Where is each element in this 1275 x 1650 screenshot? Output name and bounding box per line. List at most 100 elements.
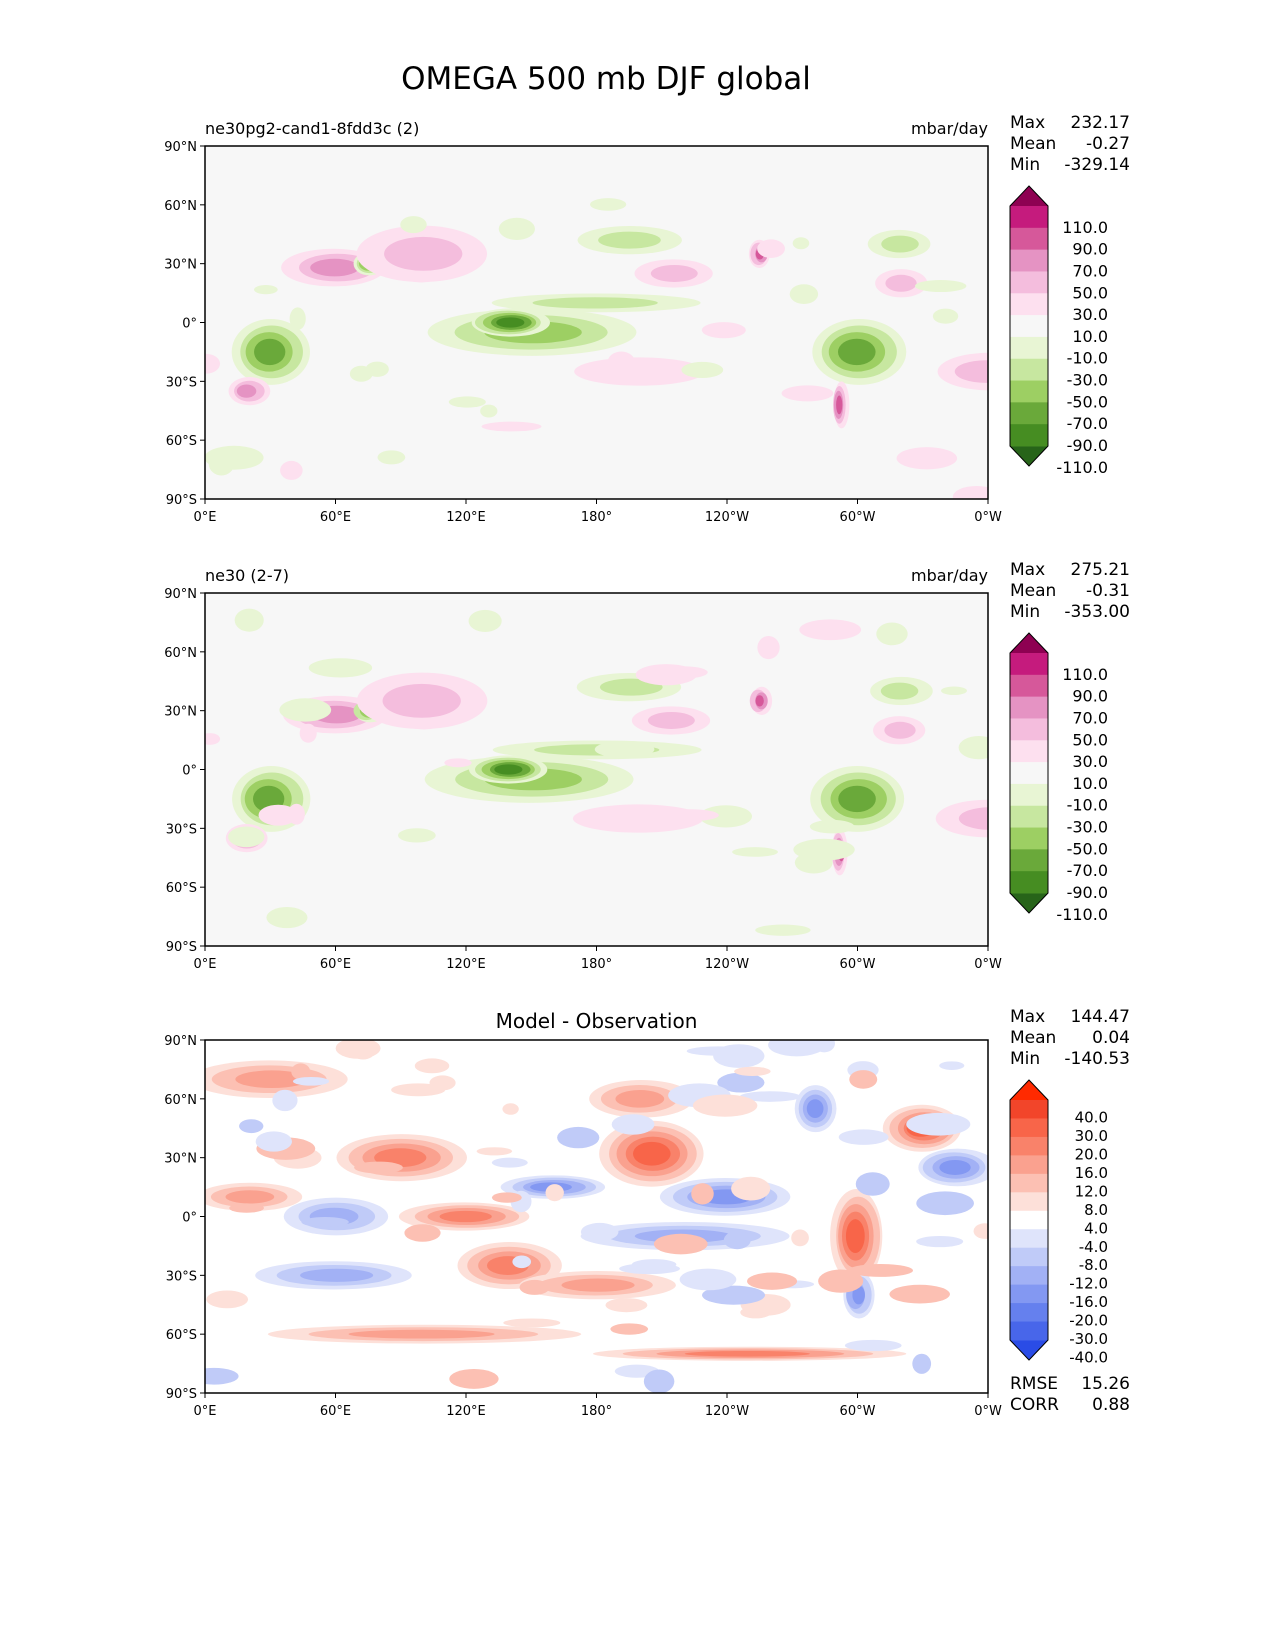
- colorbar-segment: [1010, 227, 1048, 251]
- colorbar-segment: [1010, 1303, 1048, 1323]
- colorbar-extend-min: [1010, 446, 1048, 466]
- contour-region: [354, 1161, 403, 1174]
- x-tick-label: 60°E: [320, 510, 351, 525]
- colorbar: 110.0 90.0 70.0 50.0 30.0 10.0 -10.0 -30.0 -50.0…: [1009, 185, 1108, 477]
- contour-region: [266, 906, 308, 929]
- colorbar-label: -30.0: [1069, 1330, 1108, 1348]
- stat-value: 144.47: [1071, 1007, 1130, 1027]
- contour-region: [254, 284, 278, 295]
- colorbar-label: 4.0: [1084, 1219, 1108, 1237]
- contour-region: [400, 216, 427, 234]
- contour-region: [236, 384, 257, 398]
- colorbar-segment: [1010, 206, 1048, 229]
- y-tick-label: 60°N: [164, 646, 197, 661]
- contour-region: [291, 1063, 311, 1080]
- colorbar-label: 90.0: [1072, 687, 1108, 706]
- colorbar-label: 12.0: [1075, 1182, 1108, 1200]
- colorbar-segment: [1010, 1192, 1048, 1212]
- stat-label: Min: [1010, 155, 1040, 175]
- contour-region: [348, 1329, 495, 1339]
- colorbar-label: 50.0: [1072, 283, 1108, 302]
- contour-region: [512, 1255, 532, 1269]
- contour-region: [837, 338, 876, 366]
- contour-region: [757, 239, 785, 258]
- contour-region: [610, 1323, 649, 1335]
- map-field: [205, 593, 988, 946]
- contour-region: [280, 460, 303, 480]
- contour-region: [739, 1091, 801, 1102]
- colorbar-label: -4.0: [1079, 1238, 1108, 1256]
- contour-region: [502, 1103, 519, 1115]
- contour-region: [755, 695, 764, 707]
- contour-region: [884, 721, 916, 739]
- x-tick-label: 120°E: [446, 510, 486, 525]
- contour-region: [205, 1367, 239, 1385]
- y-tick-label: 60°N: [164, 1093, 197, 1108]
- contour-region: [789, 284, 819, 304]
- contour-region: [382, 683, 461, 718]
- x-tick-label: 60°W: [840, 957, 876, 972]
- colorbar-segment: [1010, 805, 1048, 829]
- contour-region: [679, 1268, 737, 1291]
- colorbar-segment: [1010, 1229, 1048, 1249]
- contour-region: [885, 274, 917, 292]
- panel-units: mbar/day: [911, 119, 988, 138]
- contour-region: [229, 1203, 264, 1213]
- stat-value: -0.27: [1086, 134, 1130, 154]
- x-tick-label: 60°E: [320, 957, 351, 972]
- colorbar-segment: [1010, 783, 1048, 807]
- contour-region: [954, 360, 988, 383]
- contour-region: [444, 758, 472, 768]
- contour-region: [519, 1279, 550, 1295]
- colorbar-segment: [1010, 1247, 1048, 1267]
- contour-region: [781, 385, 834, 402]
- contour-region: [228, 826, 265, 848]
- colorbar-label: -20.0: [1069, 1312, 1108, 1330]
- colorbar-label: -110.0: [1056, 458, 1108, 477]
- colorbar-label: 70.0: [1072, 261, 1108, 280]
- y-tick-label: 60°S: [166, 881, 197, 896]
- colorbar-label: 8.0: [1084, 1201, 1108, 1219]
- y-tick-label: 30°N: [164, 705, 197, 720]
- colorbar-segment: [1010, 1321, 1048, 1341]
- contour-region: [589, 198, 627, 211]
- stat-label: Max: [1010, 560, 1045, 580]
- colorbar-segment: [1010, 1155, 1048, 1175]
- contour-region: [449, 1369, 499, 1389]
- contour-region: [301, 1217, 349, 1228]
- contour-region: [545, 1184, 564, 1202]
- colorbar-label: -10.0: [1067, 349, 1108, 368]
- contour-region: [310, 258, 359, 277]
- contour-region: [686, 1046, 750, 1056]
- contour-region: [916, 1191, 974, 1216]
- contour-region: [849, 1070, 878, 1089]
- contour-region: [939, 1061, 965, 1070]
- colorbar-label: 70.0: [1072, 708, 1108, 727]
- contour-region: [939, 1159, 971, 1176]
- colorbar-segment: [1010, 1284, 1048, 1304]
- contour-region: [377, 450, 406, 465]
- x-tick-label: 0°E: [194, 510, 217, 525]
- x-tick-label: 60°E: [320, 1404, 351, 1419]
- y-tick-label: 30°N: [164, 258, 197, 273]
- stat-value: -0.31: [1086, 581, 1130, 601]
- colorbar-label: -50.0: [1067, 392, 1108, 411]
- x-tick-label: 180°: [581, 510, 612, 525]
- figure-title: OMEGA 500 mb DJF global: [401, 61, 811, 97]
- stat-value: 0.04: [1092, 1028, 1130, 1048]
- x-tick-label: 180°: [581, 957, 612, 972]
- colorbar: 110.0 90.0 70.0 50.0 30.0 10.0 -10.0 -30.0 -50.0…: [1009, 632, 1108, 924]
- x-tick-label: 120°W: [705, 1404, 749, 1419]
- stat-label: Min: [1010, 602, 1040, 622]
- contour-region: [615, 1090, 665, 1108]
- colorbar-extend-max: [1010, 186, 1048, 206]
- x-tick-label: 0°W: [974, 510, 1002, 525]
- contour-region: [731, 1176, 771, 1201]
- colorbar-label: -90.0: [1067, 883, 1108, 902]
- contour-region: [494, 764, 523, 775]
- contour-region: [480, 404, 498, 418]
- contour-region: [498, 217, 535, 240]
- y-tick-label: 0°: [182, 764, 197, 779]
- contour-region: [813, 1040, 836, 1053]
